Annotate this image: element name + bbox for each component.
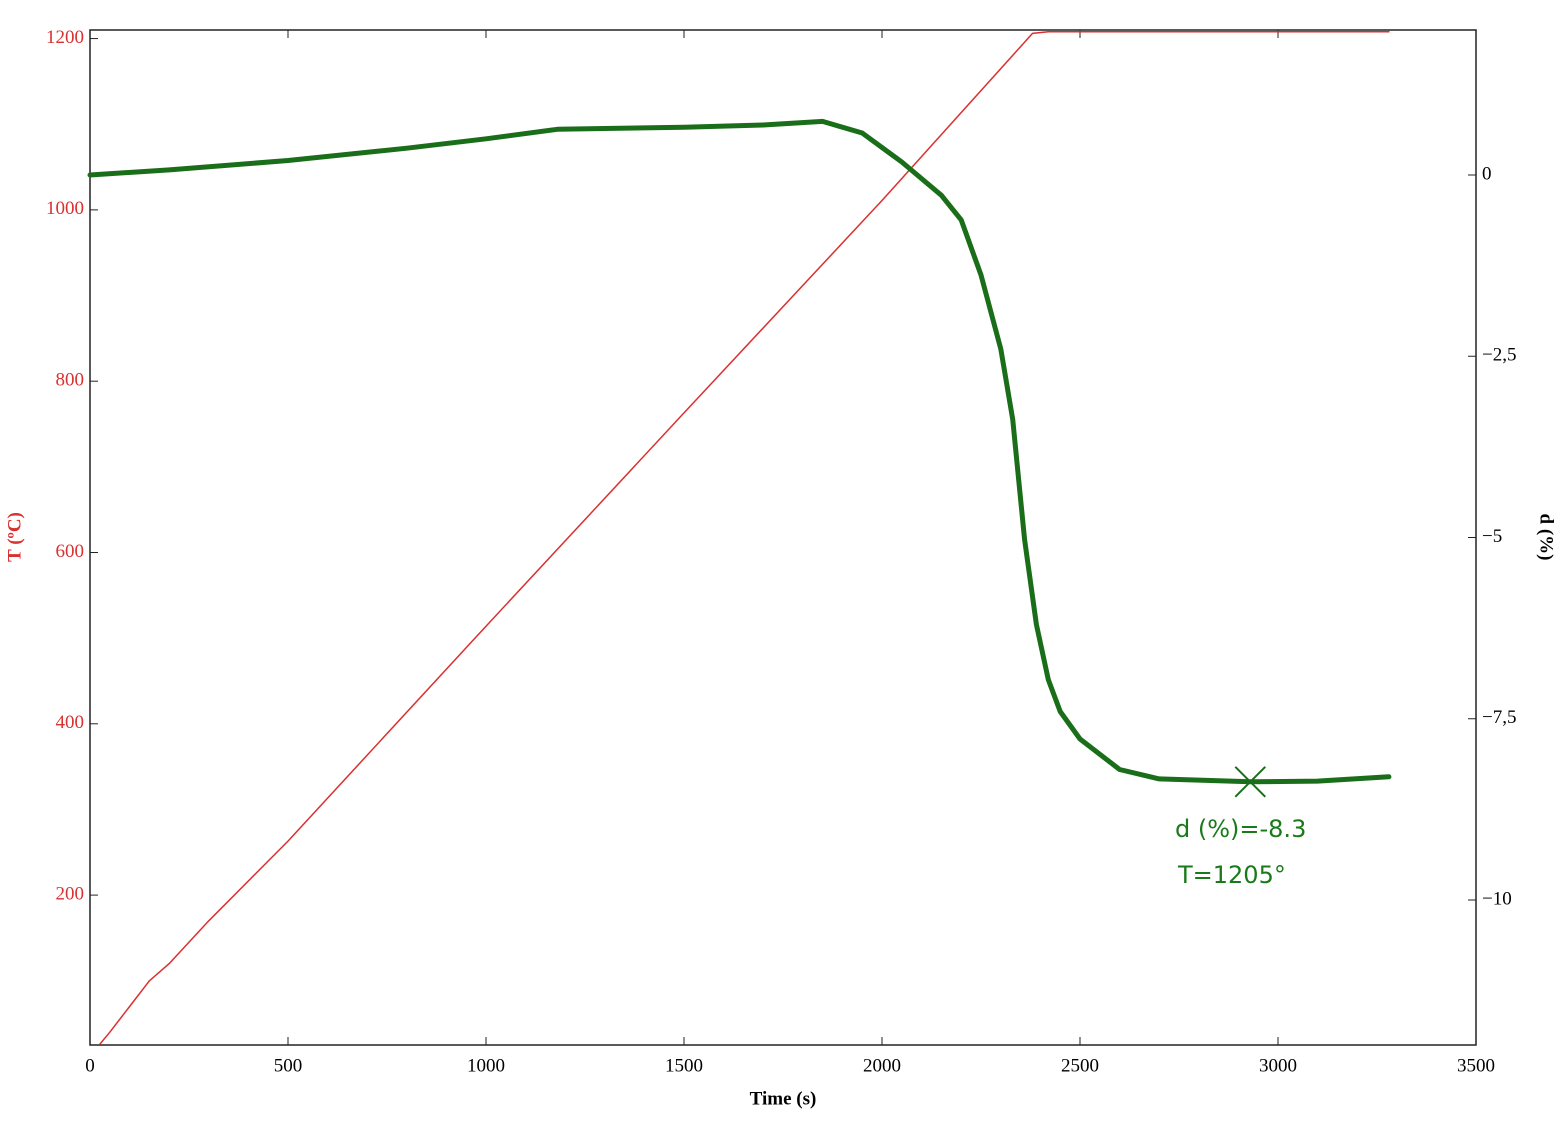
y2-tick-label: 0 bbox=[1482, 163, 1492, 184]
x-tick-label: 3000 bbox=[1259, 1055, 1297, 1076]
y-tick-label: 1000 bbox=[46, 198, 84, 219]
annotation: T=1205° bbox=[1177, 861, 1286, 889]
y-tick-label: 200 bbox=[56, 883, 85, 904]
y2-tick-label: −2,5 bbox=[1482, 345, 1516, 366]
x-tick-label: 3500 bbox=[1457, 1055, 1495, 1076]
annotation: d (%)=-8.3 bbox=[1175, 815, 1306, 843]
data-line bbox=[99, 30, 1390, 1045]
x-tick-label: 1500 bbox=[665, 1055, 703, 1076]
x-tick-label: 2000 bbox=[863, 1055, 901, 1076]
plot-frame bbox=[89, 29, 1477, 1046]
y-axis-label: T (ºC) bbox=[4, 512, 25, 562]
point-marker bbox=[1234, 766, 1266, 798]
y2-tick-label: −7,5 bbox=[1482, 707, 1516, 728]
x-tick-label: 1000 bbox=[467, 1055, 505, 1076]
y2-tick-label: −10 bbox=[1482, 888, 1512, 909]
y-tick-label: 800 bbox=[56, 370, 85, 391]
y-tick-label: 600 bbox=[56, 541, 85, 562]
y2-axis-label: d (%) bbox=[1536, 514, 1557, 561]
y-tick-label: 1200 bbox=[46, 27, 84, 48]
x-axis-label: Time (s) bbox=[750, 1088, 817, 1109]
x-tick-label: 500 bbox=[274, 1055, 303, 1076]
y2-tick-label: −5 bbox=[1482, 526, 1502, 547]
x-tick-label: 2500 bbox=[1061, 1055, 1099, 1076]
y-tick-label: 400 bbox=[56, 712, 85, 733]
data-line bbox=[87, 118, 1392, 785]
x-tick-label: 0 bbox=[85, 1055, 95, 1076]
